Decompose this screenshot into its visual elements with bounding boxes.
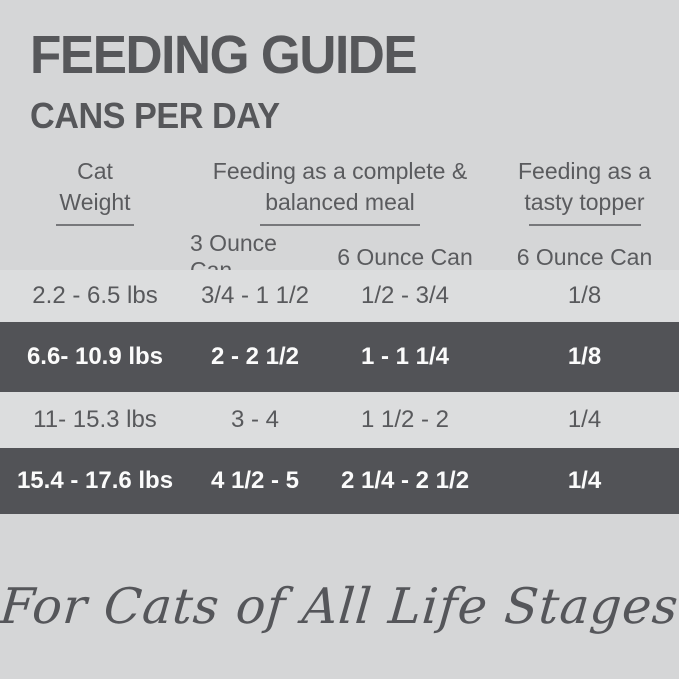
- complete-6oz-cell: 1 1/2 - 2: [360, 406, 450, 433]
- topper-6oz-cell: 1/8: [567, 282, 602, 309]
- header-cat-weight-line1: Cat: [77, 158, 113, 184]
- weight-cell: 15.4 - 17.6 lbs: [16, 467, 174, 494]
- table-row-highlighted: 15.4 - 17.6 lbs 4 1/2 - 5 2 1/4 - 2 1/2 …: [0, 448, 679, 514]
- complete-3oz-cell: 3 - 4: [230, 406, 280, 433]
- table-row-highlighted: 6.6- 10.9 lbs 2 - 2 1/2 1 - 1 1/4 1/8: [0, 322, 679, 392]
- page-title: FEEDING GUIDE: [30, 25, 418, 85]
- subheader-6oz-can-meal: 6 Ounce Can: [337, 243, 473, 270]
- header-underline: [528, 224, 641, 226]
- header-cat-weight-line2: Weight: [59, 189, 131, 215]
- header-underline: [56, 224, 134, 226]
- header-tasty-topper: Feeding as a tasty topper: [490, 156, 679, 226]
- complete-6oz-cell: 1 - 1 1/4: [360, 343, 450, 370]
- complete-3oz-cell: 2 - 2 1/2: [210, 343, 300, 370]
- header-complete-meal-line1: Feeding as a complete &: [212, 158, 468, 184]
- complete-3oz-cell: 3/4 - 1 1/2: [200, 282, 310, 309]
- topper-6oz-cell: 1/4: [567, 467, 602, 494]
- complete-3oz-cell: 4 1/2 - 5: [210, 467, 300, 494]
- table-row: 2.2 - 6.5 lbs 3/4 - 1 1/2 1/2 - 3/4 1/8: [0, 270, 679, 322]
- table-can-size-subheaders: 3 Ounce Can 6 Ounce Can 6 Ounce Can: [0, 230, 679, 283]
- topper-6oz-cell: 1/4: [567, 406, 602, 433]
- table-column-group-headers: Cat Weight Feeding as a complete & balan…: [0, 156, 679, 226]
- table-row: 11- 15.3 lbs 3 - 4 1 1/2 - 2 1/4: [0, 392, 679, 448]
- topper-6oz-cell: 1/8: [567, 343, 602, 370]
- weight-cell: 11- 15.3 lbs: [33, 406, 157, 433]
- header-cat-weight: Cat Weight: [0, 156, 190, 226]
- weight-cell: 2.2 - 6.5 lbs: [32, 282, 158, 309]
- weight-cell: 6.6- 10.9 lbs: [26, 343, 164, 370]
- subheader-6oz-can-topper: 6 Ounce Can: [516, 243, 653, 270]
- header-complete-meal: Feeding as a complete & balanced meal: [190, 156, 490, 226]
- all-life-stages-script-text: For Cats of All Life Stages: [0, 577, 679, 635]
- table-body: 2.2 - 6.5 lbs 3/4 - 1 1/2 1/2 - 3/4 1/8 …: [0, 270, 679, 514]
- header-underline: [260, 224, 420, 226]
- complete-6oz-cell: 2 1/4 - 2 1/2: [340, 467, 470, 494]
- title-block: FEEDING GUIDE CANS PER DAY: [30, 24, 437, 137]
- header-tasty-topper-line2: tasty topper: [524, 189, 645, 215]
- header-complete-meal-line2: balanced meal: [265, 189, 415, 215]
- complete-6oz-cell: 1/2 - 3/4: [360, 282, 450, 309]
- page-subtitle: CANS PER DAY: [30, 95, 280, 136]
- header-tasty-topper-line1: Feeding as a: [518, 158, 651, 184]
